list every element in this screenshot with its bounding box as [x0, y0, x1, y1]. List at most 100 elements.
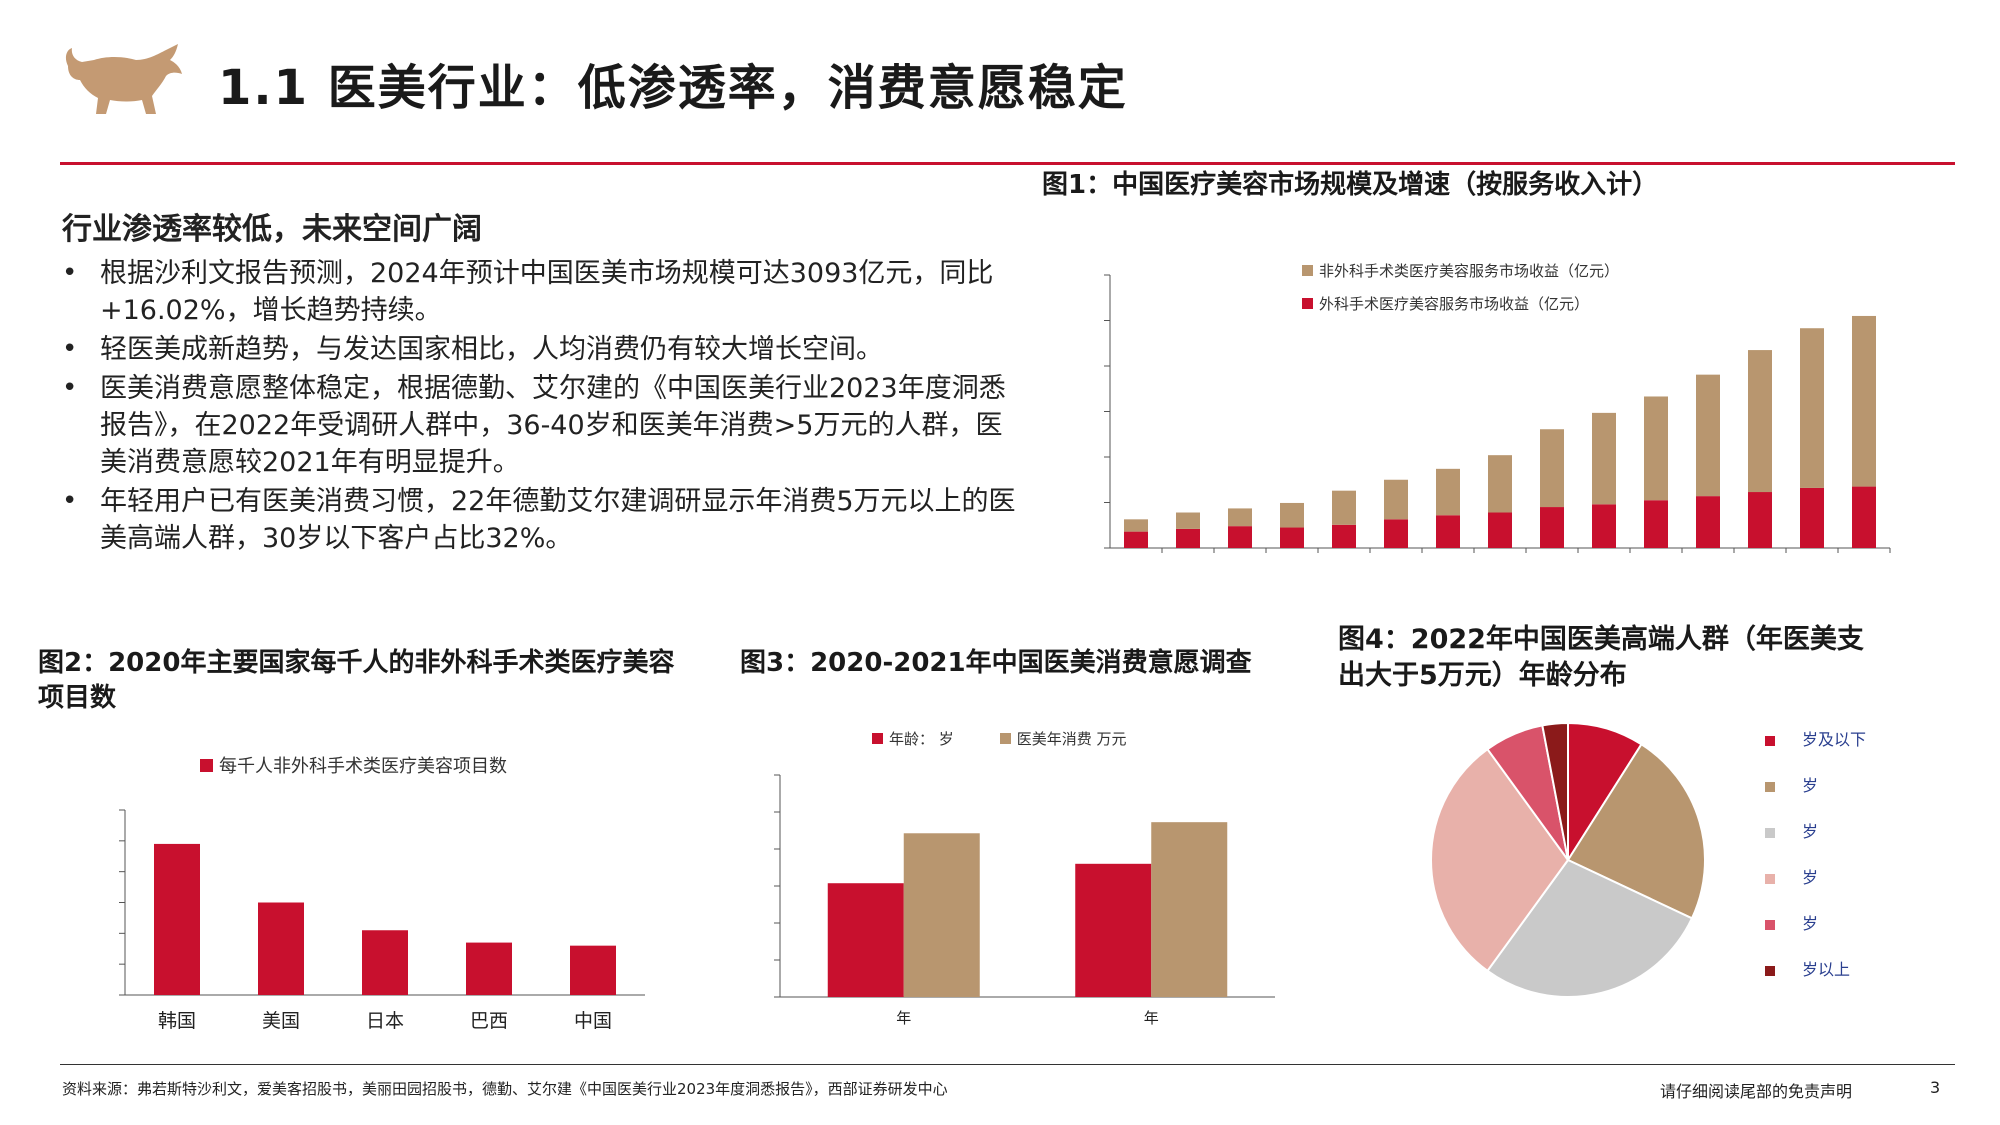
bullet-item: 医美消费意愿整体稳定，根据德勤、艾尔建的《中国医美行业2023年度洞悉报告》，在…: [60, 370, 1020, 481]
bar-surgical: [1540, 507, 1564, 548]
bar-surgical: [1280, 527, 1304, 548]
pie-slice: [1486, 858, 1694, 998]
legend-label: 非外科手术类医疗美容服务市场收益（亿元）: [1319, 262, 1620, 280]
bar-surgical: [1644, 500, 1668, 548]
bar-nonsurgical: [1176, 512, 1200, 529]
bullet-list: 根据沙利文报告预测，2024年预计中国医美市场规模可达3093亿元，同比+16.…: [60, 255, 1020, 559]
fig1-legend: 非外科手术类医疗美容服务市场收益（亿元） 外科手术医疗美容服务市场收益（亿元）: [1302, 260, 1619, 314]
fig3-legend-item: 年龄： 岁: [872, 728, 954, 749]
legend-swatch: [1302, 265, 1313, 276]
bar-spend: [1151, 822, 1228, 997]
bar-nonsurgical: [1696, 374, 1720, 497]
x-tick-label: 中国: [574, 1010, 612, 1032]
fig2-title: 图2：2020年主要国家每千人的非外科手术类医疗美容项目数: [38, 648, 675, 714]
bar: [362, 930, 408, 995]
bar-surgical: [1852, 486, 1876, 548]
bar-nonsurgical: [1436, 468, 1460, 516]
bar-nonsurgical: [1332, 490, 1356, 525]
legend-label: 每千人非外科手术类医疗美容项目数: [219, 756, 507, 777]
fig1-legend-item: 非外科手术类医疗美容服务市场收益（亿元）: [1302, 260, 1619, 281]
bar: [154, 843, 200, 995]
bar-nonsurgical: [1488, 455, 1512, 513]
bar-surgical: [1332, 524, 1356, 548]
pie-slice: [1430, 747, 1570, 973]
fig3-chart: 年年: [774, 774, 1275, 1027]
legend-label: 岁: [1802, 822, 1818, 841]
fig2-chart: 韩国 美国 日本 巴西 中国: [119, 809, 645, 1032]
legend-label: 岁: [1802, 914, 1818, 933]
bar: [466, 942, 512, 995]
bar-nonsurgical: [1280, 502, 1304, 528]
bullet-item: 轻医美成新趋势，与发达国家相比，人均消费仍有较大增长空间。: [60, 331, 1020, 368]
bar-nonsurgical: [1748, 350, 1772, 493]
title-divider: [60, 162, 1955, 165]
bar-nonsurgical: [1124, 519, 1148, 532]
legend-swatch: [999, 733, 1011, 744]
bar-surgical: [1488, 512, 1512, 548]
fig4-title: 图4：2022年中国医美高端人群（年医美支出大于5万元）年龄分布: [1338, 624, 1864, 692]
page-title: 1.1 医美行业：低渗透率，消费意愿稳定: [218, 60, 1128, 116]
bar-surgical: [1124, 531, 1148, 548]
pie-slice: [1541, 721, 1569, 861]
pie-slice: [1566, 742, 1706, 920]
section-heading: 行业渗透率较低，未来空间广阔: [62, 212, 482, 247]
bar-surgical: [1800, 487, 1824, 548]
bar-surgical: [1592, 504, 1616, 548]
bar-age: [1075, 863, 1152, 997]
x-tick-label: 巴西: [470, 1010, 508, 1032]
footer-divider: [60, 1064, 1955, 1065]
bar-nonsurgical: [1228, 508, 1252, 527]
bar-nonsurgical: [1384, 479, 1408, 520]
bullet-item: 根据沙利文报告预测，2024年预计中国医美市场规模可达3093亿元，同比+16.…: [60, 255, 1020, 329]
page-number: 3: [1930, 1078, 1941, 1097]
bar-surgical: [1436, 515, 1460, 548]
legend-label: 岁及以下: [1802, 730, 1866, 749]
fig1-title: 图1：中国医疗美容市场规模及增速（按服务收入计）: [1042, 170, 1659, 200]
fig3-title: 图3：2020-2021年中国医美消费意愿调查: [740, 648, 1252, 678]
legend-label: 岁: [1802, 776, 1818, 795]
fig3-legend: 年龄： 岁 医美年消费 万元: [872, 728, 1127, 749]
bar-surgical: [1696, 496, 1720, 548]
legend-label: 外科手术医疗美容服务市场收益（亿元）: [1319, 295, 1590, 313]
bar: [570, 945, 616, 995]
legend-swatch: [1302, 298, 1313, 309]
legend-swatch: [1765, 828, 1775, 838]
bar-age: [827, 883, 904, 997]
fig2-legend: 每千人非外科手术类医疗美容项目数: [200, 752, 507, 778]
x-tick-label: 年: [896, 1009, 911, 1027]
legend-swatch: [872, 733, 883, 744]
bar-nonsurgical: [1592, 412, 1616, 505]
x-tick-label: 年: [1144, 1009, 1159, 1027]
bar: [258, 902, 304, 995]
legend-label: 医美年消费 万元: [1016, 730, 1127, 748]
logo: [62, 40, 187, 118]
bar-spend: [903, 833, 980, 997]
footer-disclaimer: 请仔细阅读尾部的免责声明: [1660, 1082, 1853, 1101]
bull-icon: [65, 44, 182, 114]
fig1-chart: [1104, 274, 1891, 553]
bullet-item: 年轻用户已有医美消费习惯，22年德勤艾尔建调研显示年消费5万元以上的医美高端人群…: [60, 483, 1020, 557]
legend-label: 岁以上: [1802, 960, 1850, 979]
x-tick-label: 美国: [262, 1010, 300, 1032]
bar-nonsurgical: [1540, 429, 1564, 508]
x-tick-label: 日本: [366, 1010, 404, 1032]
legend-swatch: [1765, 736, 1775, 746]
footer-source: 资料来源：弗若斯特沙利文，爱美客招股书，美丽田园招股书，德勤、艾尔建《中国医美行…: [62, 1080, 948, 1098]
x-tick-label: 韩国: [158, 1010, 196, 1032]
legend-swatch: [1765, 920, 1775, 930]
bar-surgical: [1228, 526, 1252, 548]
bar-surgical: [1384, 519, 1408, 548]
fig1-legend-item: 外科手术医疗美容服务市场收益（亿元）: [1302, 293, 1619, 314]
bar-nonsurgical: [1800, 328, 1824, 488]
legend-swatch: [1765, 966, 1775, 976]
legend-swatch: [200, 758, 213, 772]
bar-surgical: [1176, 528, 1200, 548]
legend-swatch: [1765, 782, 1775, 792]
legend-label: 岁: [1802, 868, 1818, 887]
bar-nonsurgical: [1852, 315, 1876, 487]
fig3-legend-item: 医美年消费 万元: [999, 728, 1127, 749]
legend-swatch: [1765, 874, 1775, 884]
bar-nonsurgical: [1644, 396, 1668, 501]
bar-surgical: [1748, 492, 1772, 548]
